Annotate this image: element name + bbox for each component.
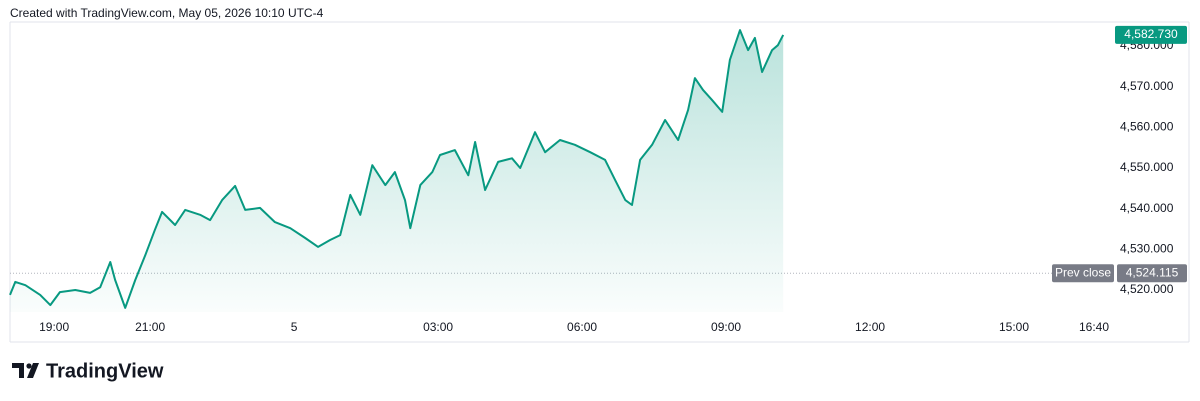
x-tick-label: 09:00 [711,320,741,334]
prev-close-name-box [1052,264,1114,283]
x-tick-label: 5 [291,320,298,334]
last-price-box [1115,25,1187,44]
prev-close-label: 4,524.115 [1126,265,1179,279]
y-tick-label: 4,550.000 [1120,160,1174,174]
x-tick-label: 06:00 [567,320,597,334]
logo-icon [27,363,39,378]
prev-close-name: Prev close [1055,265,1111,279]
y-tick-label: 4,570.000 [1120,79,1174,93]
x-tick-label: 12:00 [855,320,885,334]
y-tick-label: 4,560.000 [1120,120,1174,134]
logo: TradingView [12,360,164,382]
y-tick-label: 4,520.000 [1120,282,1174,296]
line [9,29,785,309]
x-tick-label: 03:00 [423,320,453,334]
logo-icon [26,363,32,369]
logo-text: TradingView [46,360,164,382]
logo-icon [12,363,24,378]
x-tick-label: 19:00 [39,320,69,334]
x-tick-label: 15:00 [999,320,1029,334]
x-tick-label: 21:00 [135,320,165,334]
y-tick-label: 4,540.000 [1120,201,1174,215]
x-tick-label: 16:40 [1079,320,1109,334]
prev-close-box [1117,264,1187,283]
area [10,30,784,312]
last-price-label: 4,582.730 [1124,27,1178,41]
y-tick-label: 4,530.000 [1120,242,1174,256]
chart-title: Created with TradingView.com, May 05, 20… [10,6,324,20]
